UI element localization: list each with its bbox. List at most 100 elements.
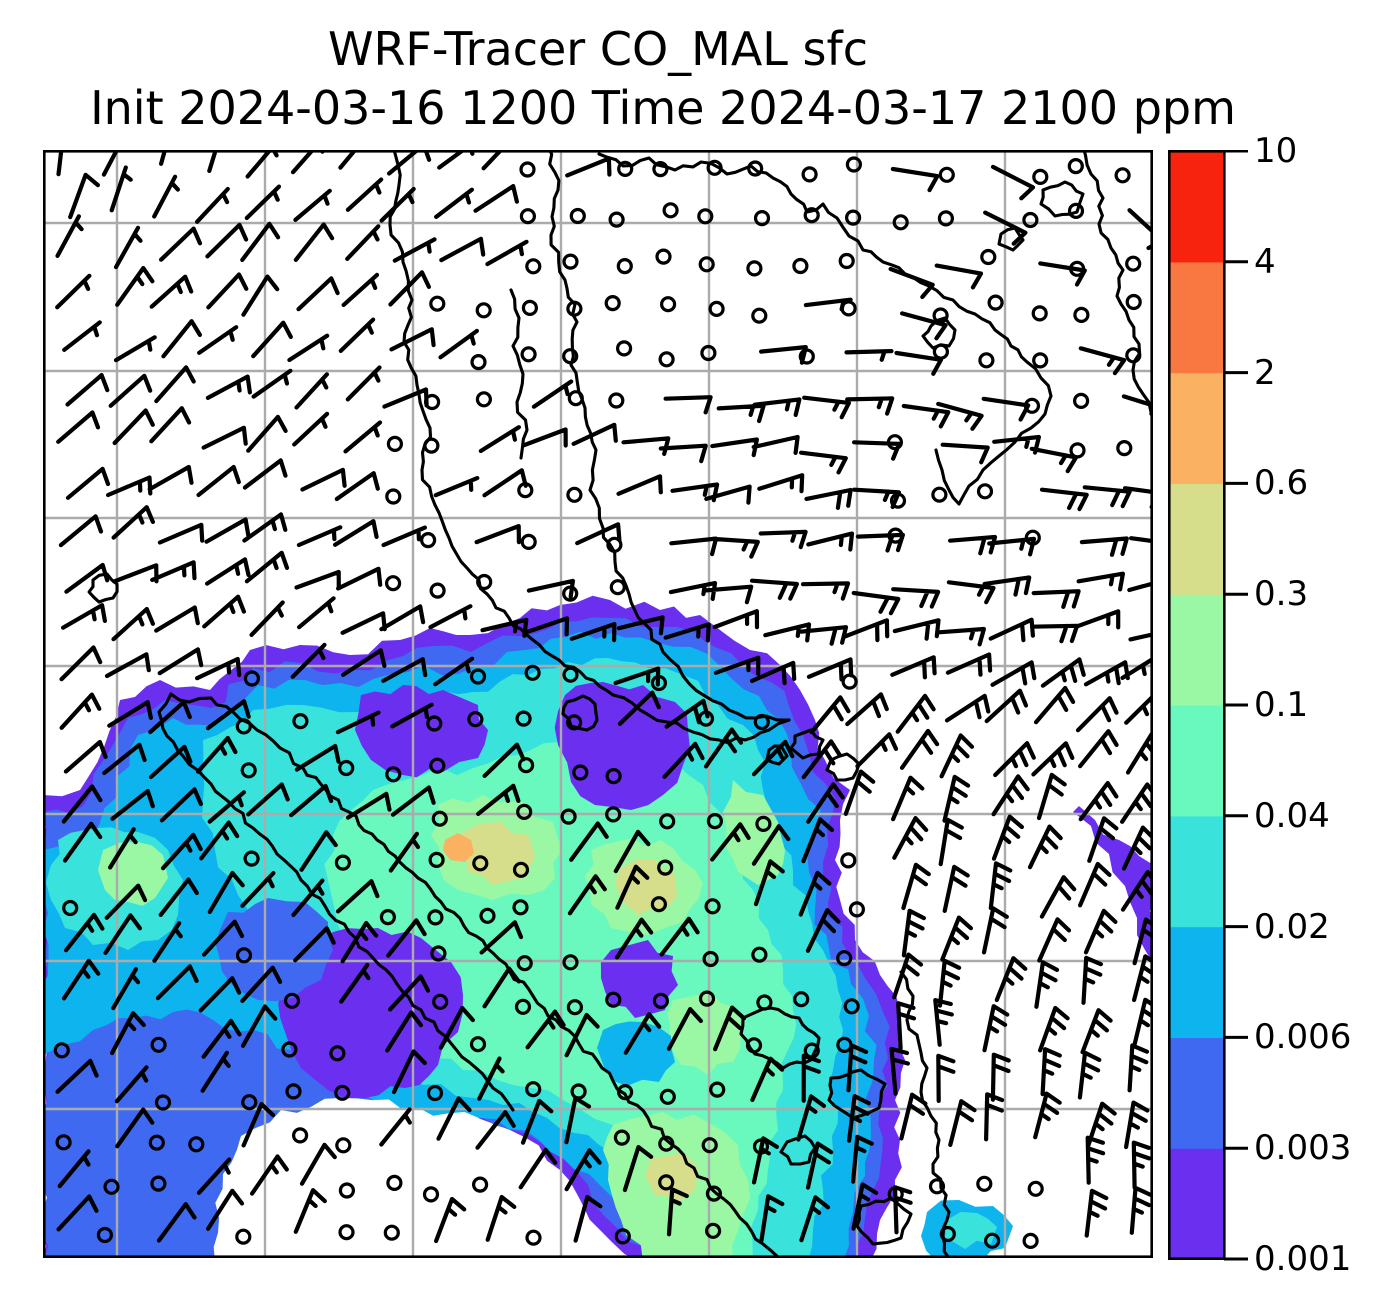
calm-circle (519, 161, 536, 178)
calm-circle (605, 806, 622, 823)
calm-circle (848, 901, 866, 918)
calm-circle (704, 898, 721, 915)
calm-circle (285, 1083, 302, 1100)
calm-circle (756, 994, 773, 1011)
calm-circle (980, 248, 997, 266)
calm-circle (803, 207, 820, 224)
coastline (509, 288, 529, 460)
colorbar-tick-label: 0.003 (1254, 1128, 1352, 1169)
calm-circle (1023, 397, 1041, 414)
calm-circle (566, 486, 583, 503)
calm-circle (614, 1228, 631, 1245)
calm-circle (566, 999, 584, 1016)
calm-circle (521, 299, 538, 316)
colorbar-segment (1169, 815, 1224, 928)
calm-circle (560, 808, 577, 825)
calm-circle (1125, 347, 1142, 364)
calm-circle (479, 907, 496, 924)
calm-circle (608, 392, 625, 409)
calm-circle (751, 307, 768, 324)
calm-circle (385, 488, 402, 505)
calm-circle (659, 296, 677, 313)
coastline (899, 970, 951, 1258)
calm-circle (424, 393, 441, 411)
calm-circle (469, 668, 487, 685)
calm-circle (604, 295, 621, 312)
tracer-contour-region (667, 992, 741, 1075)
calm-circle (525, 1081, 542, 1098)
calm-circle (709, 1081, 726, 1098)
calm-circle (562, 954, 579, 971)
calm-circle (889, 492, 907, 509)
calm-circle (429, 757, 446, 774)
calm-circle (662, 202, 679, 219)
coastline (169, 692, 781, 1258)
map-border (43, 150, 1153, 1258)
calm-circle (338, 1224, 355, 1241)
calm-circle (386, 1174, 403, 1192)
calm-circle (475, 391, 492, 408)
calm-circle (562, 348, 579, 365)
calm-circle (429, 295, 446, 312)
colorbar (1168, 150, 1248, 1261)
calm-circle (519, 208, 536, 225)
calm-circle (566, 300, 583, 317)
calm-circle (241, 1094, 258, 1111)
calm-circle (701, 1137, 718, 1154)
calm-circle (753, 209, 771, 227)
colorbar-tick-label: 0.04 (1254, 795, 1330, 836)
calm-circle (467, 711, 484, 728)
calm-circle (1022, 211, 1039, 229)
calm-circle (1116, 440, 1133, 457)
calm-circle (840, 852, 857, 869)
calm-circle (932, 307, 949, 324)
calm-circle (976, 483, 994, 500)
calm-circle (188, 1136, 205, 1153)
calm-circle (793, 991, 810, 1008)
colorbar-tick-label: 4 (1254, 241, 1276, 282)
calm-circle (843, 998, 860, 1015)
calm-circle (520, 346, 537, 363)
calm-circle (747, 160, 764, 177)
tracer-contour-region (355, 685, 488, 778)
calm-circle (386, 435, 403, 452)
colorbar-segment (1169, 483, 1224, 595)
calm-circle (840, 300, 857, 317)
colorbar-tick-label: 0.02 (1254, 906, 1330, 947)
calm-circle (706, 812, 724, 830)
calm-circle (430, 945, 447, 962)
calm-circle (751, 946, 768, 963)
calm-circle (338, 1182, 355, 1199)
calm-circle (329, 1045, 346, 1062)
calm-circle (525, 1229, 542, 1246)
calm-circle (983, 1232, 1001, 1249)
calm-circle (1024, 529, 1041, 546)
calm-circle (385, 575, 402, 592)
calm-circle (1067, 202, 1085, 220)
calm-circle (1125, 255, 1142, 272)
island-coastline (561, 694, 599, 732)
calm-circle (708, 300, 725, 317)
calm-circle (650, 896, 668, 913)
calm-circle (658, 351, 675, 368)
calm-circle (608, 211, 625, 228)
calm-circle (475, 302, 492, 319)
calm-circle (615, 340, 633, 357)
island-coastline (779, 1134, 817, 1166)
calm-circle (569, 207, 586, 225)
figure-subtitle: Init 2024-03-16 1200 Time 2024-03-17 210… (90, 81, 1236, 135)
calm-circle (427, 909, 444, 926)
calm-circle (697, 208, 714, 225)
calm-circle (886, 434, 904, 451)
tracer-contour-region (597, 1021, 675, 1086)
calm-circle (616, 257, 633, 275)
calm-circle (938, 166, 955, 183)
figure-title: WRF-Tracer CO_MAL sfc (327, 22, 869, 76)
calm-circle (334, 1084, 351, 1101)
calm-circle (659, 813, 676, 830)
calm-circle (801, 166, 818, 183)
tracer-contour-region (215, 898, 333, 1002)
calm-circle (62, 899, 79, 917)
calm-circle (1032, 352, 1049, 369)
calm-circle (472, 1176, 489, 1193)
